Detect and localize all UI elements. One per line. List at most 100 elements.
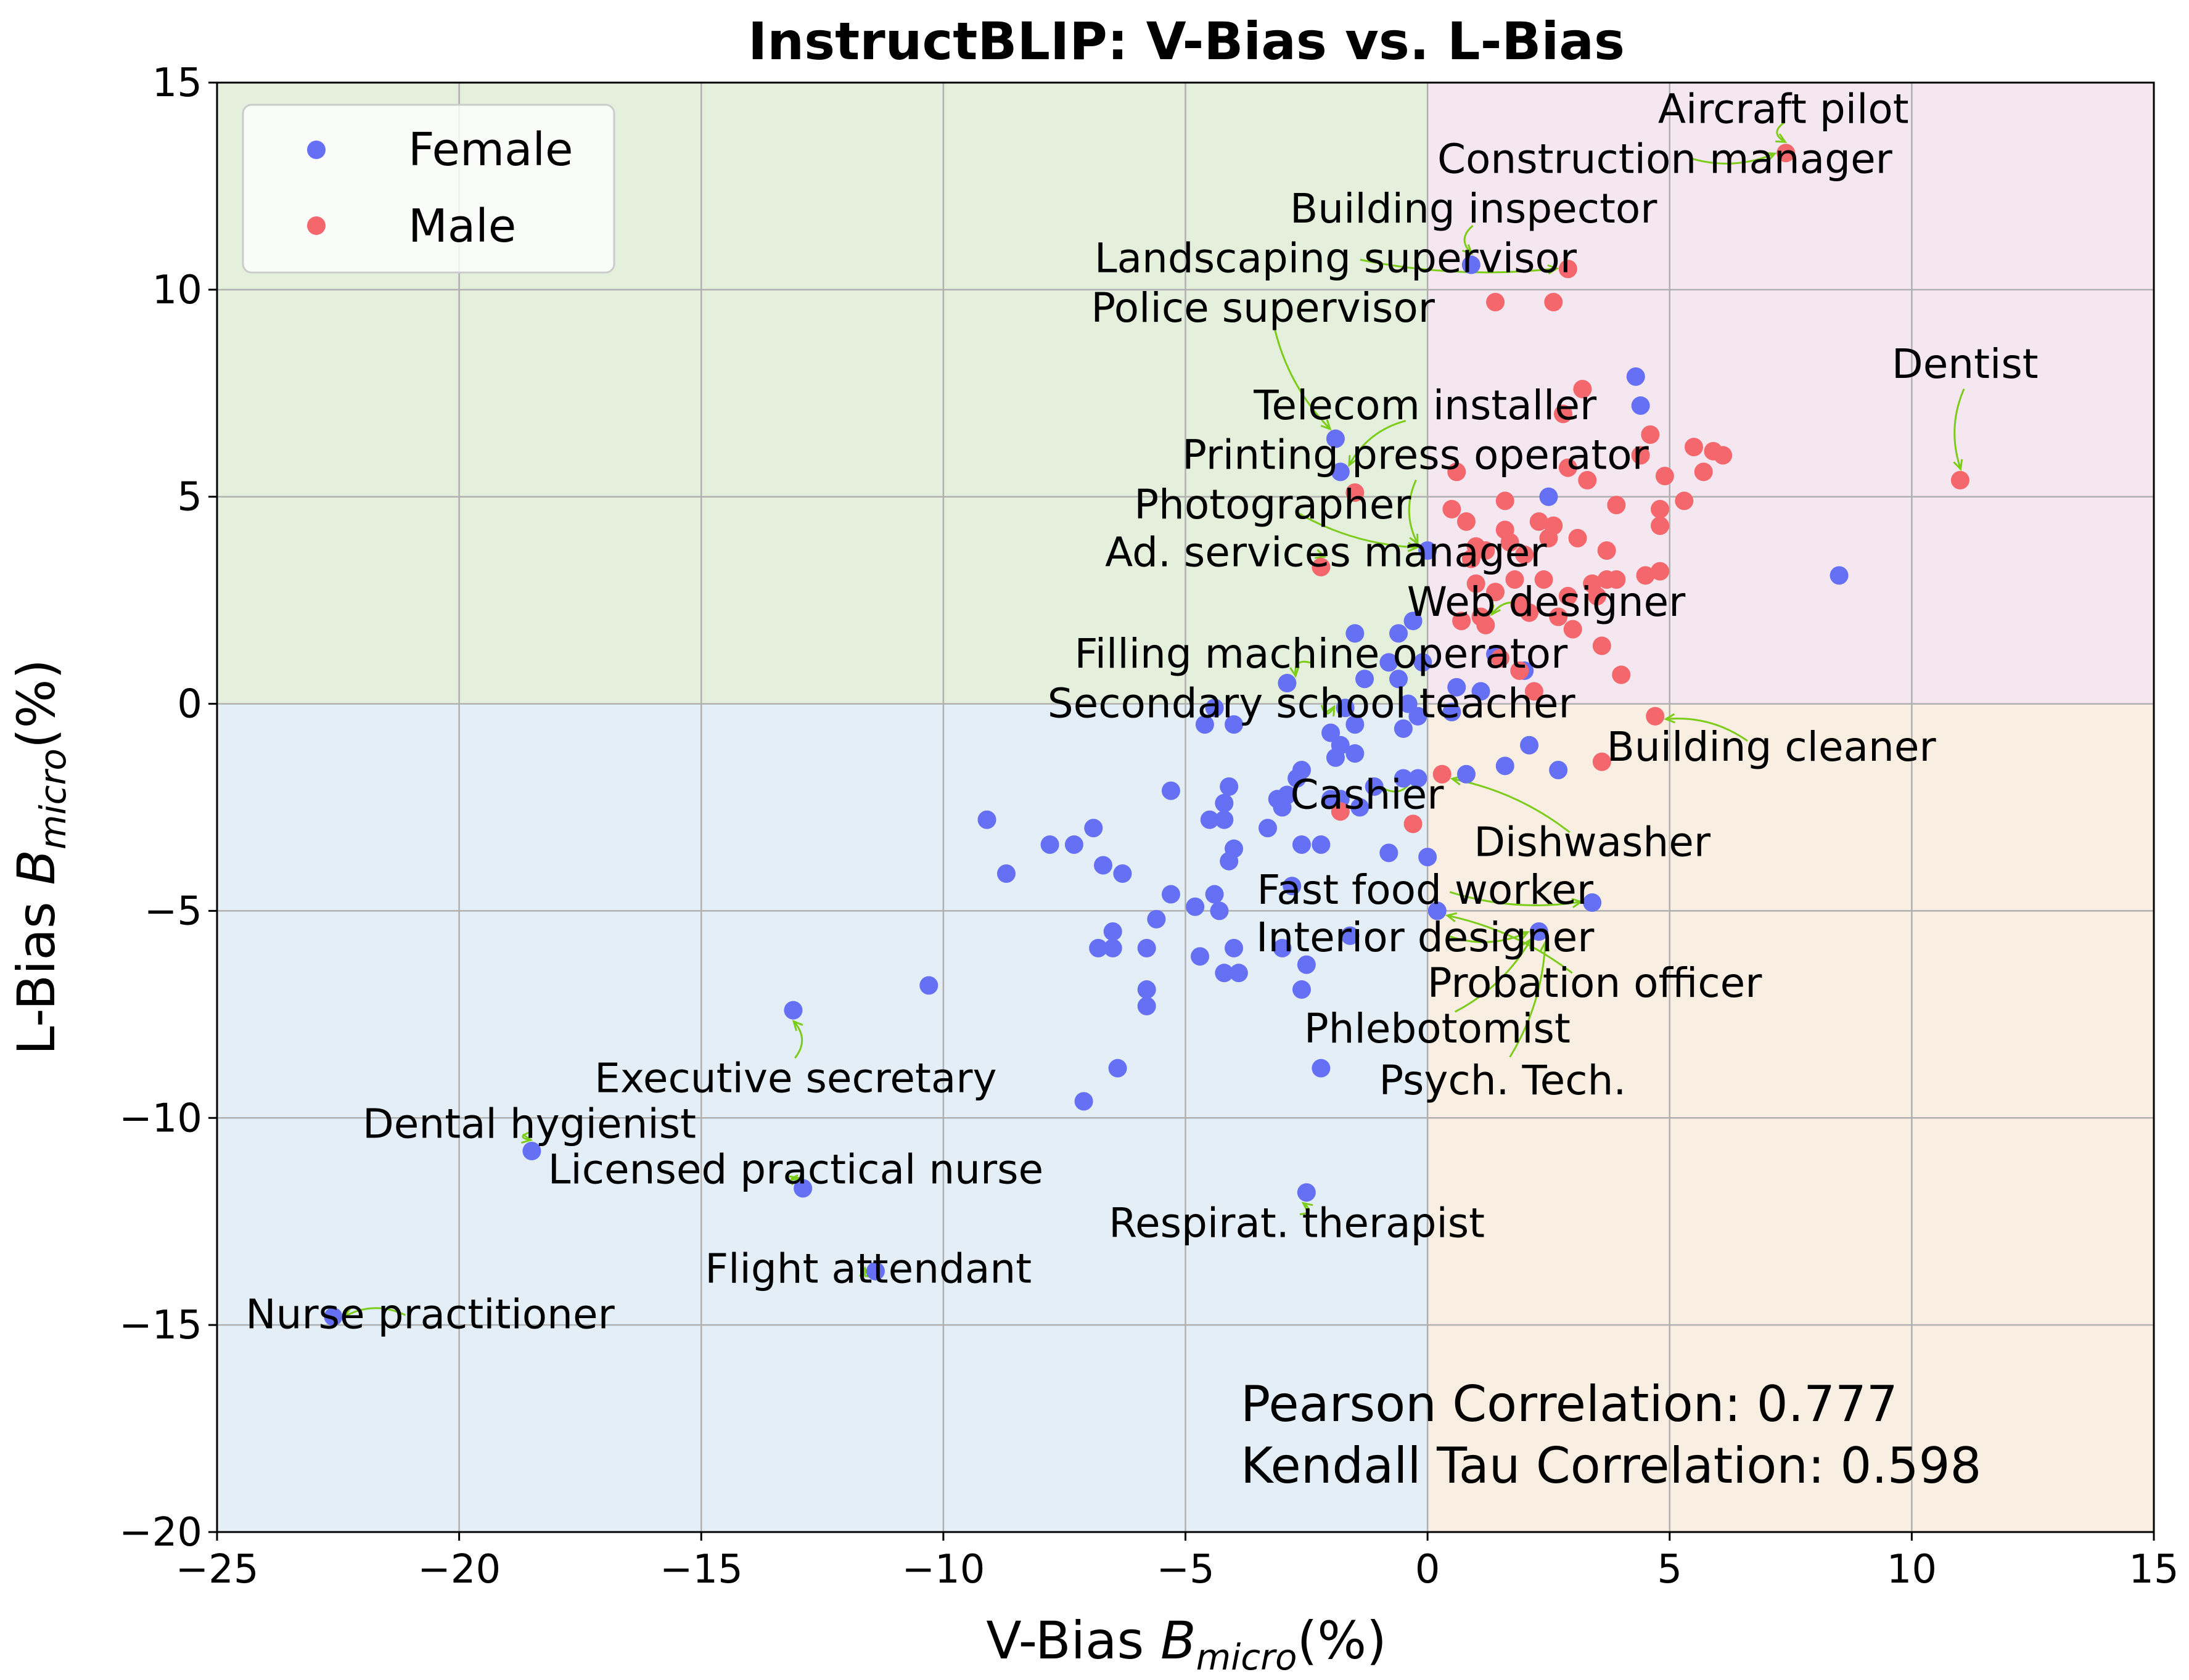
point-female [1331, 462, 1350, 481]
annotation-dishwasher: Dishwasher [1474, 819, 1711, 866]
annotation-printing-press-operator: Printing press operator [1182, 432, 1649, 479]
annotation-arrows [342, 121, 1965, 1317]
y-tick-label: −10 [119, 1096, 202, 1141]
point-female [1191, 947, 1210, 966]
y-tick-label: 10 [152, 268, 202, 313]
chart-title: InstructBLIP: V-Bias vs. L-Bias [748, 11, 1625, 72]
arrow-head-aircraft-pilot [1775, 133, 1788, 143]
arrow-probation-officer [1447, 914, 1573, 974]
annotation-construction-manager: Construction manager [1437, 135, 1893, 182]
correlation-stats: Pearson Correlation: 0.777 Kendall Tau C… [1241, 1375, 1981, 1494]
point-male [1587, 586, 1606, 605]
point-female [1365, 777, 1384, 796]
pearson-correlation: Pearson Correlation: 0.777 [1241, 1375, 1898, 1433]
arrow-head-nurse-practitioner [342, 1308, 355, 1317]
y-tick-label: 5 [177, 475, 202, 520]
point-male [1651, 516, 1670, 535]
arrow-respirat-therapist [1299, 1202, 1310, 1215]
point-female [1084, 819, 1103, 838]
legend-label-female: Female [408, 123, 573, 176]
point-male [1486, 583, 1505, 602]
point-male [1950, 470, 1969, 490]
point-female [1220, 777, 1239, 796]
arrow-head-construction-manager [1765, 152, 1777, 162]
arrow-construction-manager [1689, 152, 1775, 165]
point-female [1089, 938, 1108, 957]
point-male [1486, 293, 1505, 312]
y-tick-label: −20 [119, 1510, 202, 1555]
point-male [1651, 499, 1670, 518]
arrow-landscaping-supervisor [1360, 258, 1558, 274]
point-female [977, 810, 996, 829]
annotation-licensed-practical-nurse: Licensed practical nurse [548, 1145, 1044, 1193]
point-female [1225, 839, 1244, 858]
point-female [1103, 922, 1122, 941]
arrow-head-building-inspector [1461, 244, 1474, 256]
annotation-flight-attendant: Flight attendant [705, 1245, 1032, 1292]
point-female [1413, 653, 1432, 672]
arrow-head-fast-food-worker [1571, 898, 1583, 909]
point-female [1379, 843, 1398, 863]
point-female [784, 1001, 803, 1020]
x-tick-label: 5 [1657, 1547, 1682, 1592]
point-male [1612, 665, 1631, 684]
point-female [1631, 396, 1650, 415]
arrow-aircraft-pilot [1776, 121, 1786, 143]
point-female [1225, 715, 1244, 734]
point-female [1195, 715, 1214, 734]
arrow-building-inspector [1463, 224, 1474, 255]
point-female [1215, 793, 1234, 813]
annotation-psych-tech: Psych. Tech. [1379, 1057, 1626, 1104]
point-female [1064, 835, 1083, 854]
arrow-head-printing-press-operator [1409, 533, 1419, 546]
point-male [1558, 260, 1577, 279]
point-female [1394, 719, 1413, 738]
annotation-landscaping-supervisor: Landscaping supervisor [1094, 234, 1577, 282]
point-female [1379, 653, 1398, 672]
point-male [1553, 404, 1572, 424]
point-male [1476, 615, 1495, 634]
arrow-head-ad-services-manager [1315, 549, 1327, 559]
point-male [1675, 491, 1694, 510]
arrow-police-supervisor [1274, 329, 1331, 430]
point-male [1646, 707, 1665, 726]
point-male [1495, 491, 1514, 510]
arrow-head-telecom-installer [1348, 455, 1358, 467]
annotation-phlebotomist: Phlebotomist [1304, 1005, 1571, 1052]
point-female [1297, 1183, 1316, 1202]
point-female [1345, 624, 1365, 643]
point-female [324, 1307, 343, 1326]
point-female [1471, 682, 1490, 701]
point-female [1278, 673, 1297, 692]
point-female [1321, 723, 1341, 742]
point-female [1147, 909, 1166, 928]
point-female [1040, 835, 1059, 854]
point-female [1283, 877, 1302, 896]
annotation-respirat-therapist: Respirat. therapist [1109, 1200, 1485, 1247]
point-female [1336, 699, 1355, 718]
point-male [1568, 528, 1587, 547]
point-female [1297, 955, 1316, 974]
arrow-executive-secretary [792, 1020, 803, 1059]
annotation-police-supervisor: Police supervisor [1091, 284, 1435, 332]
point-female [1094, 856, 1113, 875]
point-female [1312, 1059, 1331, 1078]
point-female [1331, 736, 1350, 755]
legend-box [242, 104, 615, 274]
x-tick-label: −20 [417, 1547, 501, 1592]
point-female [1345, 715, 1365, 734]
point-female [522, 1142, 541, 1161]
arrow-head-secondary-school-teacher [1325, 705, 1336, 717]
point-female [1161, 781, 1180, 800]
arrow-head-respirat-therapist [1301, 1202, 1313, 1213]
point-female [1456, 764, 1476, 784]
legend: Female Male [242, 104, 615, 274]
point-female [1108, 1059, 1127, 1078]
point-male [1636, 566, 1655, 585]
arrow-head-photographer [1407, 542, 1419, 552]
point-female [1350, 798, 1370, 817]
annotation-probation-officer: Probation officer [1427, 959, 1763, 1007]
arrow-head-phlebotomist [1522, 937, 1532, 949]
arrow-interior-designer [1449, 931, 1529, 943]
